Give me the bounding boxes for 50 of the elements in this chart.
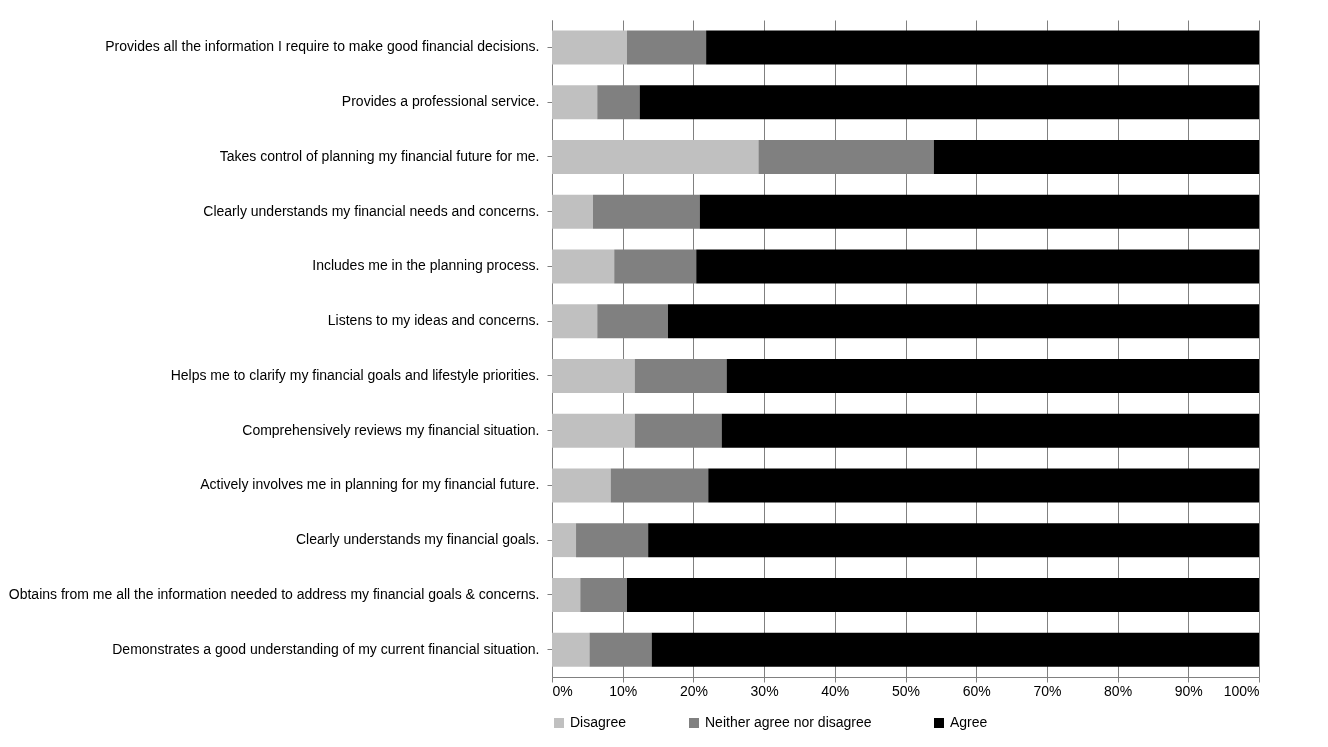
bar — [552, 85, 598, 120]
bar — [651, 632, 1259, 667]
legend-label: Agree — [950, 714, 988, 730]
x-tick-label: 100% — [1223, 682, 1260, 699]
x-tick-label: 40% — [821, 682, 850, 699]
bar — [552, 249, 615, 284]
bar — [699, 194, 1259, 229]
bar — [552, 194, 594, 229]
x-tick-label: 60% — [962, 682, 991, 699]
x-tick-label: 70% — [1033, 682, 1062, 699]
x-tick-label: 10% — [609, 682, 638, 699]
bar — [721, 413, 1259, 448]
y-tick-label: Comprehensively reviews my financial situation. — [242, 421, 540, 438]
bar — [626, 577, 1259, 612]
bar — [667, 304, 1259, 339]
bar — [639, 85, 1259, 120]
y-tick-label: Demonstrates a good understanding of my current financial situation. — [112, 640, 540, 657]
legend-label: Disagree — [570, 714, 627, 730]
bar — [552, 304, 598, 339]
bar — [696, 249, 1259, 284]
y-tick-label: Helps me to clarify my financial goals and lifestyle priorities. — [170, 366, 540, 383]
y-tick-label: Takes control of planning my financial future for me. — [219, 147, 540, 164]
y-tick-label: Provides a professional service. — [341, 93, 540, 110]
bar — [552, 139, 759, 174]
bar — [726, 358, 1259, 393]
bar — [933, 139, 1259, 174]
x-tick-label: 80% — [1104, 682, 1133, 699]
bar — [552, 632, 590, 667]
x-tick-label: 90% — [1174, 682, 1203, 699]
y-tick-label: Clearly understands my financial needs and concerns. — [203, 202, 540, 219]
x-tick-label: 30% — [750, 682, 779, 699]
bar — [552, 468, 611, 503]
y-tick-label: Actively involves me in planning for my financial future. — [200, 476, 540, 493]
legend-label: Neither agree nor disagree — [705, 714, 872, 730]
bar — [552, 577, 581, 612]
bar — [552, 30, 627, 65]
x-tick-label: 20% — [679, 682, 708, 699]
y-tick-label: Provides all the information I require to make good financial decisions. — [105, 38, 540, 55]
bar — [552, 523, 577, 558]
bar — [708, 468, 1259, 503]
x-tick-label: 0% — [552, 682, 573, 699]
bar — [552, 358, 635, 393]
x-tick-label: 50% — [891, 682, 921, 699]
y-tick-label: Clearly understands my financial goals. — [295, 531, 540, 548]
bar — [706, 30, 1259, 65]
y-tick-label: Listens to my ideas and concerns. — [327, 312, 540, 329]
bar — [552, 413, 635, 448]
y-tick-label: Includes me in the planning process. — [312, 257, 540, 274]
bar — [648, 523, 1259, 558]
y-tick-label: Obtains from me all the information needed to address my financial goals & concerns. — [8, 585, 540, 602]
